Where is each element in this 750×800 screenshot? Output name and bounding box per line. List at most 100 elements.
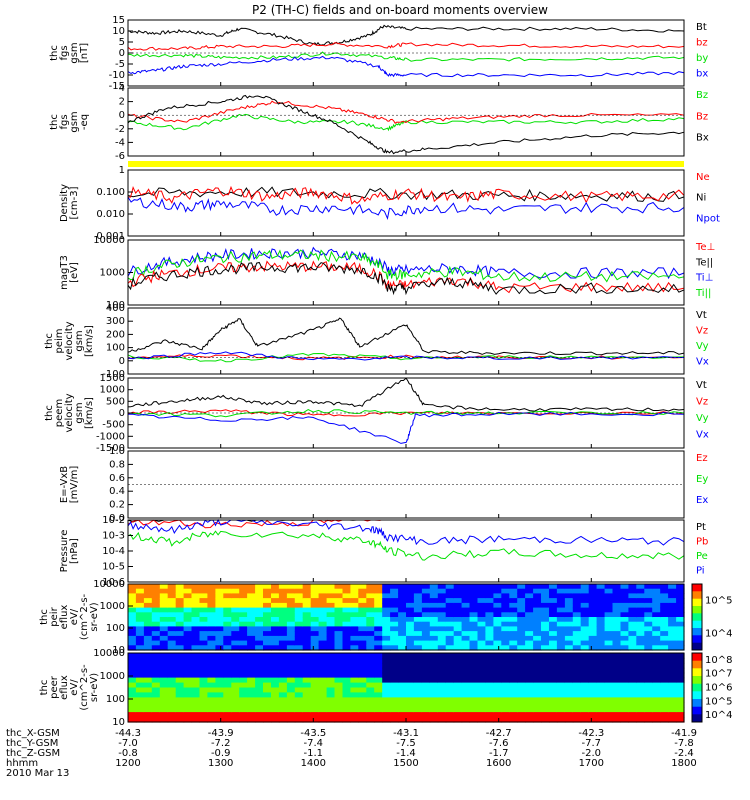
heatmap-cell — [135, 712, 145, 718]
heatmap-cell — [207, 687, 216, 693]
heatmap-cell — [445, 626, 455, 632]
heatmap-cell — [549, 617, 558, 623]
heatmap-cell — [255, 617, 264, 623]
heatmap-cell — [167, 682, 177, 689]
heatmap-cell — [676, 588, 685, 594]
heatmap-cell — [191, 697, 200, 703]
heatmap-cell — [501, 621, 510, 627]
heatmap-cell — [271, 607, 280, 613]
heatmap-cell — [191, 593, 200, 599]
y-tick-label: -10 — [109, 70, 125, 81]
heatmap-cell — [660, 626, 669, 632]
heatmap-cell — [660, 607, 669, 613]
y-axis-label: gsm — [69, 111, 80, 132]
heatmap-cell — [644, 677, 653, 684]
y-tick-label: 1000 — [100, 671, 125, 682]
heatmap-cell — [135, 687, 145, 693]
heatmap-cell — [572, 617, 582, 623]
heatmap-cell — [596, 697, 606, 703]
heatmap-cell — [143, 602, 153, 609]
heatmap-cell — [564, 593, 574, 599]
heatmap-cell — [493, 631, 502, 637]
colorbar-swatch — [692, 628, 702, 636]
heatmap-cell — [191, 645, 200, 651]
heatmap-cell — [247, 631, 256, 637]
heatmap-cell — [382, 645, 391, 651]
heatmap-cell — [636, 662, 645, 669]
heatmap-cell — [437, 607, 447, 613]
heatmap-cell — [461, 677, 471, 684]
heatmap-cell — [501, 640, 510, 646]
heatmap-cell — [159, 607, 169, 613]
heatmap-cell — [231, 717, 240, 723]
legend-entry: Bx — [696, 133, 709, 144]
heatmap-cell — [572, 607, 582, 613]
heatmap-cell — [660, 702, 669, 708]
heatmap-cell — [175, 598, 185, 604]
heatmap-cell — [445, 631, 455, 637]
heatmap-cell — [517, 635, 526, 642]
heatmap-cell — [572, 612, 582, 618]
y-axis-label: Pressure — [59, 530, 70, 573]
heatmap-cell — [374, 697, 383, 703]
heatmap-cell — [271, 702, 280, 708]
heatmap-cell — [382, 584, 391, 590]
heatmap-cell — [445, 697, 455, 703]
legend-entry: Ti|| — [695, 288, 711, 299]
heatmap-cell — [167, 584, 177, 590]
heatmap-cell — [477, 692, 486, 698]
heatmap-cell — [183, 598, 193, 604]
legend-entry: Vy — [696, 413, 709, 424]
heatmap-cell — [286, 607, 296, 613]
heatmap-cell — [128, 631, 137, 637]
heatmap-cell — [406, 635, 415, 642]
heatmap-cell — [501, 588, 510, 594]
heatmap-cell — [175, 672, 185, 679]
heatmap-cell — [668, 593, 677, 599]
heatmap-cell — [318, 653, 328, 659]
heatmap-cell — [350, 645, 359, 651]
heatmap-cell — [207, 626, 216, 632]
heatmap-p10 — [128, 653, 685, 723]
heatmap-cell — [199, 640, 208, 646]
heatmap-cell — [310, 602, 320, 609]
heatmap-cell — [556, 717, 566, 723]
heatmap-cell — [556, 707, 566, 713]
heatmap-cell — [390, 697, 399, 703]
heatmap-cell — [183, 588, 193, 594]
heatmap-cell — [286, 667, 296, 674]
heatmap-cell — [159, 584, 169, 590]
heatmap-cell — [660, 687, 669, 693]
ephemeris-value: -2.0 — [582, 748, 602, 759]
heatmap-cell — [271, 712, 280, 718]
heatmap-cell — [247, 682, 256, 689]
heatmap-cell — [485, 598, 494, 604]
heatmap-cell — [517, 645, 526, 651]
heatmap-cell — [477, 702, 486, 708]
heatmap-cell — [390, 593, 399, 599]
heatmap-cell — [588, 640, 598, 646]
heatmap-cell — [366, 657, 375, 664]
heatmap-cell — [128, 593, 137, 599]
heatmap-cell — [572, 702, 582, 708]
heatmap-cell — [151, 598, 161, 604]
heatmap-cell — [572, 640, 582, 646]
heatmap-cell — [525, 702, 534, 708]
heatmap-cell — [461, 697, 471, 703]
heatmap-cell — [334, 692, 343, 698]
heatmap-cell — [533, 602, 542, 609]
heatmap-cell — [549, 662, 558, 669]
heatmap-cell — [223, 584, 232, 590]
legend-entry: Vt — [696, 380, 707, 391]
heatmap-cell — [215, 687, 224, 693]
heatmap-cell — [620, 617, 629, 623]
heatmap-cell — [334, 712, 343, 718]
heatmap-cell — [636, 626, 645, 632]
heatmap-cell — [437, 677, 447, 684]
heatmap-cell — [382, 667, 391, 674]
heatmap-cell — [564, 584, 574, 590]
ephemeris-value: -44.3 — [115, 728, 141, 739]
heatmap-cell — [421, 631, 431, 637]
heatmap-cell — [398, 645, 407, 651]
heatmap-cell — [271, 667, 280, 674]
